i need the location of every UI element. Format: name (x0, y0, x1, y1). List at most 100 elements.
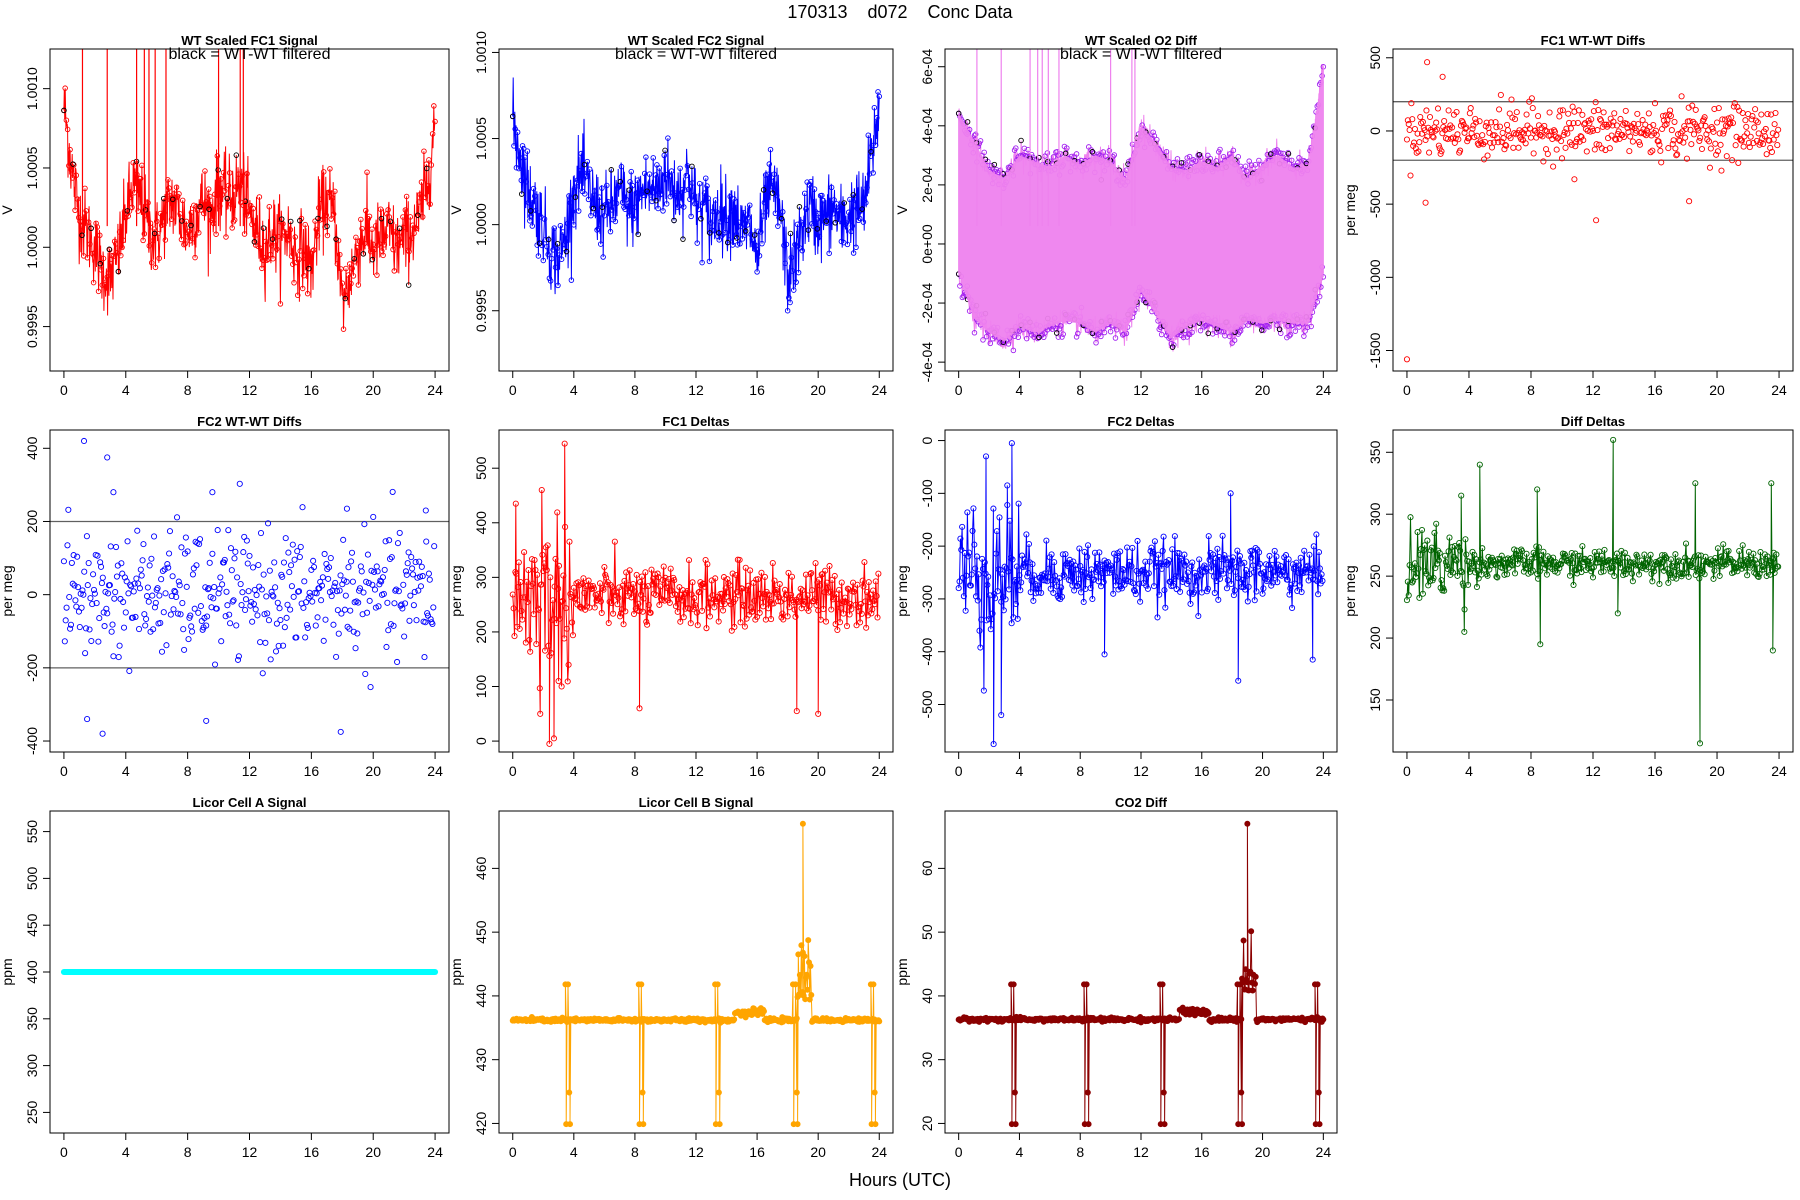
data-point (1580, 137, 1587, 144)
data-point (674, 204, 681, 210)
data-point (194, 207, 201, 214)
data-point (1174, 156, 1181, 162)
data-point (182, 241, 188, 247)
data-point (568, 594, 575, 601)
data-point (685, 186, 692, 193)
data-point (1178, 557, 1185, 564)
data-point (1462, 125, 1469, 132)
data-point (271, 559, 278, 566)
data-point (337, 251, 343, 258)
data-point (94, 224, 101, 230)
data-point (1050, 589, 1057, 596)
data-point (263, 593, 270, 600)
plot-frame (498, 48, 894, 372)
data-point (1624, 124, 1631, 131)
data-point (535, 605, 542, 612)
data-point (682, 605, 689, 612)
data-point (1296, 582, 1303, 589)
data-point (608, 207, 615, 213)
data-point (1405, 121, 1412, 128)
data-point (324, 566, 331, 573)
data-point (631, 588, 638, 595)
data-point (1435, 142, 1442, 149)
y-tick-label: -400 (24, 727, 40, 755)
data-point (233, 622, 240, 629)
filtered-point (868, 148, 874, 155)
data-point (1098, 333, 1104, 340)
data-point (403, 571, 410, 578)
data-point (202, 168, 208, 174)
filtered-point (1089, 149, 1096, 155)
data-point (1272, 572, 1279, 579)
data-point (1702, 122, 1709, 130)
data-point (1314, 981, 1321, 988)
data-point (229, 598, 236, 605)
data-point (287, 606, 294, 613)
data-point (1242, 163, 1249, 170)
data-point (1482, 560, 1489, 568)
data-point (334, 607, 341, 614)
data-point (726, 597, 733, 605)
y-tick-label: 1.0005 (473, 117, 489, 160)
series-line (958, 823, 1324, 1125)
data-point (196, 230, 202, 236)
data-point (1319, 577, 1326, 584)
data-point (1531, 554, 1538, 561)
data-point (784, 613, 791, 620)
data-point (574, 177, 581, 183)
data-point (1149, 550, 1156, 557)
data-point (1021, 556, 1028, 563)
data-point (430, 604, 437, 611)
data-point (260, 571, 267, 578)
data-point (329, 195, 336, 201)
data-point (656, 165, 663, 171)
data-point (1566, 559, 1573, 566)
data-point (874, 614, 881, 621)
data-point (295, 588, 303, 595)
data-point (1723, 153, 1730, 160)
data-point (1453, 557, 1460, 564)
filtered-point (814, 226, 821, 232)
data-point (98, 267, 104, 273)
data-point (695, 589, 702, 596)
data-point (990, 505, 997, 512)
data-point (710, 208, 716, 215)
data-point (988, 162, 995, 169)
data-point (540, 257, 547, 264)
data-point (1706, 164, 1713, 171)
data-point (301, 272, 307, 279)
data-point (398, 230, 405, 236)
data-point (1154, 614, 1161, 621)
data-point (189, 628, 196, 635)
data-point (1579, 543, 1586, 550)
data-point (99, 282, 106, 288)
data-point (667, 565, 674, 572)
data-point (793, 708, 800, 715)
filtered-point (1276, 326, 1283, 333)
filtered-point (360, 251, 367, 257)
data-point (167, 611, 174, 618)
data-point (1603, 561, 1610, 568)
data-point (325, 575, 332, 582)
data-point (1407, 514, 1414, 521)
data-point (196, 536, 204, 543)
data-point (1087, 585, 1094, 592)
data-point (332, 579, 339, 586)
data-point (1537, 641, 1544, 648)
data-point (395, 588, 402, 595)
data-point (1437, 150, 1444, 157)
y-tick-label: -300 (919, 585, 935, 613)
filtered-point (124, 208, 131, 214)
data-point (89, 250, 96, 257)
data-point (80, 591, 87, 598)
data-point (1610, 436, 1617, 443)
data-point (1073, 151, 1080, 157)
data-point (826, 562, 833, 570)
data-point (1416, 594, 1423, 601)
data-point (562, 605, 570, 612)
data-point (309, 598, 316, 605)
data-point (109, 621, 116, 628)
